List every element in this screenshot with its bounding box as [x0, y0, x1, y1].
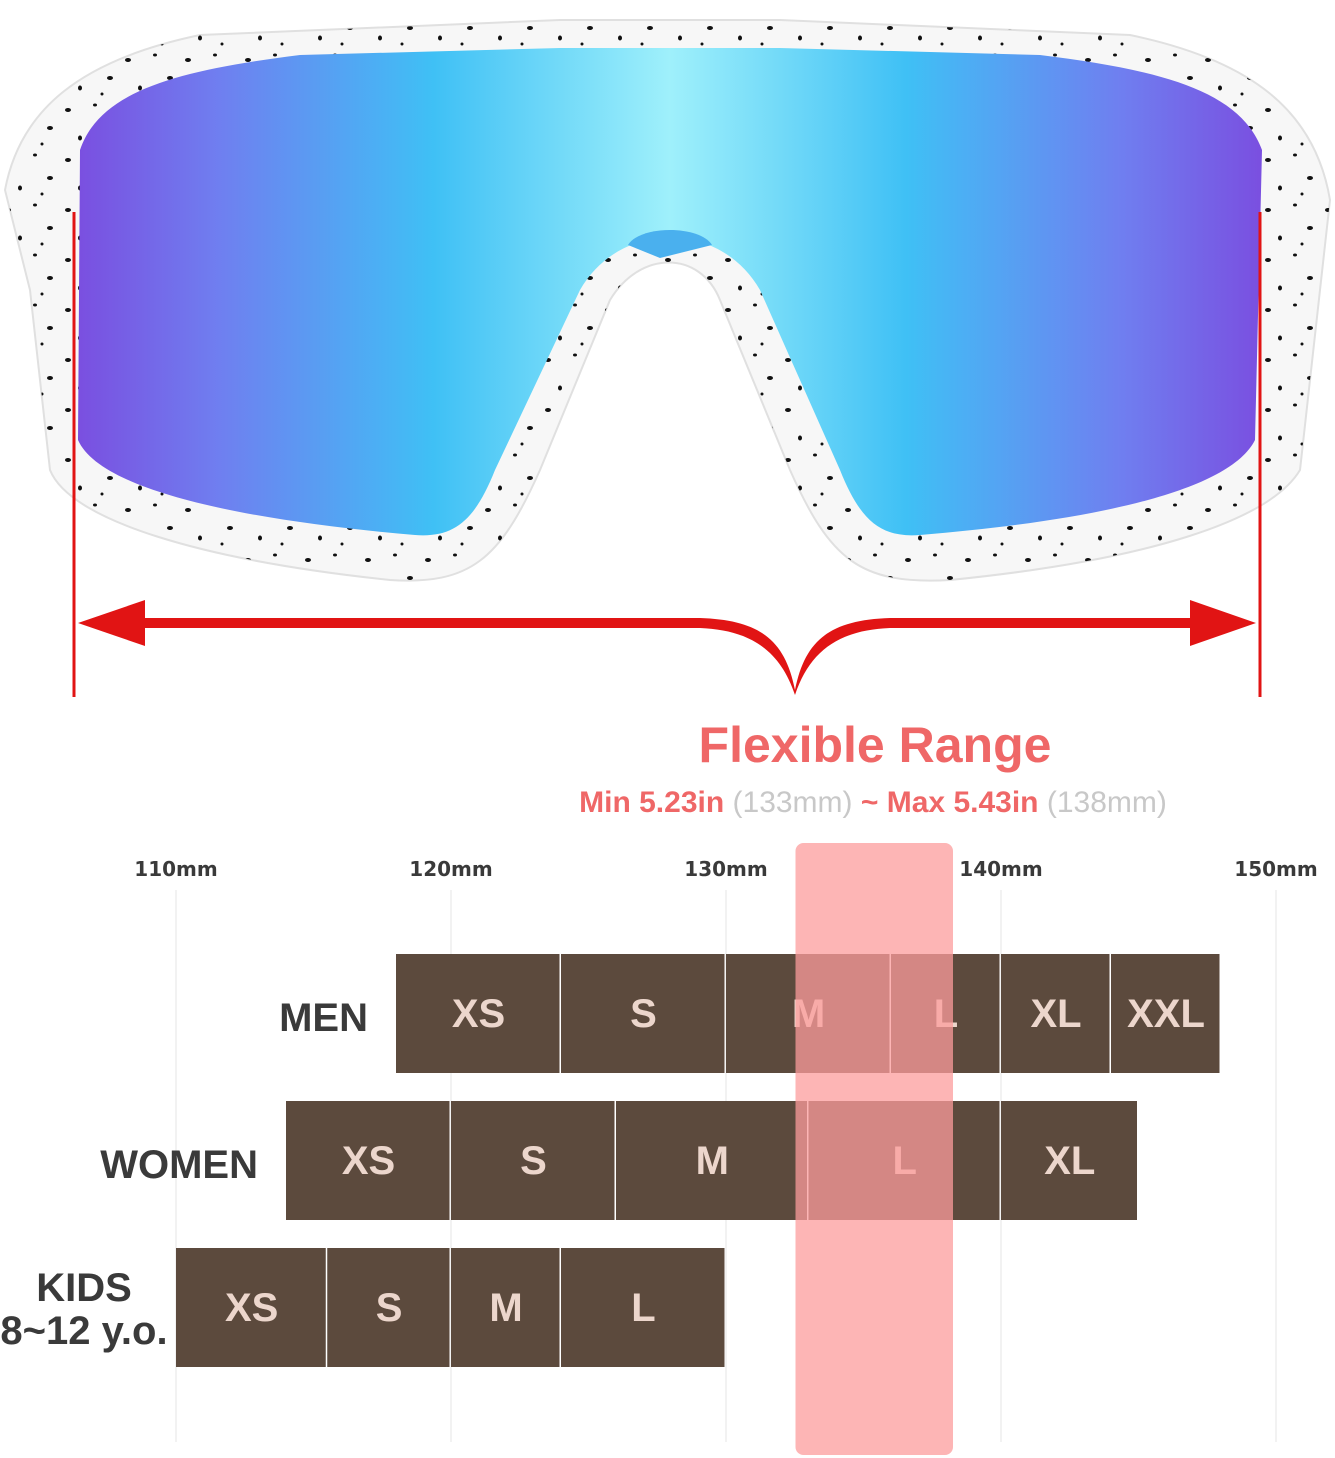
axis-tick-label: 140mm — [959, 857, 1042, 881]
size-cell — [451, 1101, 615, 1220]
min-mm: (133mm) — [733, 786, 853, 819]
row-label: KIDS — [36, 1266, 132, 1310]
axis-tick-label: 130mm — [684, 857, 767, 881]
size-cell — [396, 954, 560, 1073]
size-cell-label: XS — [452, 992, 505, 1036]
row-label: WOMEN — [100, 1143, 258, 1187]
row-label: MEN — [279, 996, 368, 1040]
size-cell-label: XL — [1030, 992, 1081, 1036]
size-cell-label: XXL — [1127, 992, 1205, 1036]
axis-tick-label: 110mm — [134, 857, 217, 881]
size-cell — [286, 1101, 450, 1220]
max-mm: (138mm) — [1047, 786, 1167, 819]
size-cell-label: XS — [225, 1286, 278, 1330]
size-range-chart: 110mm 120mm 130mm 140mm 150mm MEN XS S M L XL XXL WO… — [0, 843, 1318, 1455]
size-cell — [561, 1248, 725, 1367]
size-cell-label: L — [631, 1286, 655, 1330]
row-sublabel: 8~12 y.o. — [0, 1309, 167, 1353]
axis-tick-label: 150mm — [1234, 857, 1317, 881]
sunglasses-illustration — [3, 19, 1332, 582]
width-measurement-arrow — [72, 212, 1262, 697]
size-cell — [451, 1248, 560, 1367]
size-cell-label: S — [376, 1286, 403, 1330]
axis-tick-label: 120mm — [409, 857, 492, 881]
size-cell — [1001, 1101, 1137, 1220]
range-separator: ~ — [861, 786, 879, 819]
size-cell-label: S — [520, 1139, 547, 1183]
size-cell — [1111, 954, 1220, 1073]
size-cell — [561, 954, 725, 1073]
flexible-range-title: Flexible Range — [699, 717, 1052, 773]
size-cell-label: XL — [1044, 1139, 1095, 1183]
size-cell-label: S — [630, 992, 657, 1036]
size-cell-label: XS — [342, 1139, 395, 1183]
size-cell — [327, 1248, 450, 1367]
size-cell — [616, 1101, 807, 1220]
size-cell-label: M — [696, 1139, 729, 1183]
min-inches: Min 5.23in — [579, 786, 724, 819]
size-cell — [1001, 954, 1110, 1073]
size-cell-label: M — [489, 1286, 522, 1330]
max-inches: Max 5.43in — [887, 786, 1039, 819]
size-cell — [176, 1248, 326, 1367]
flexible-range-highlight — [795, 843, 953, 1455]
flexible-range-subtitle: Min 5.23in (133mm) ~ Max 5.43in (138mm) — [579, 786, 1167, 819]
